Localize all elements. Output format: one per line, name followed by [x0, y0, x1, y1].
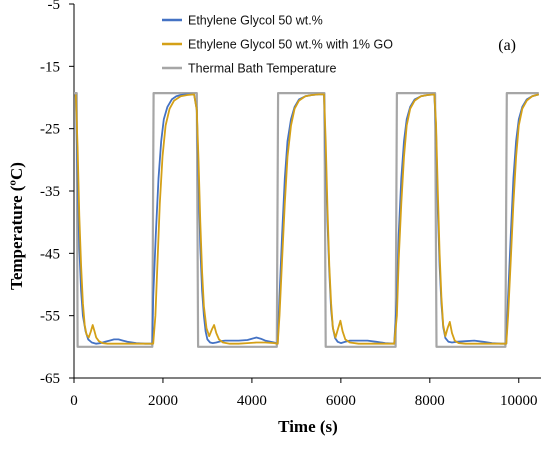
y-tick-label: -45 [40, 246, 60, 262]
y-tick-label: -65 [40, 371, 60, 387]
x-tick-label: 8000 [415, 393, 445, 409]
y-tick-label: -55 [40, 309, 60, 325]
x-tick-label: 10000 [500, 393, 538, 409]
y-tick-label: -15 [40, 59, 60, 75]
y-tick-label: -35 [40, 184, 60, 200]
y-axis-title: Temperature (ºC) [7, 162, 26, 290]
axes-layer: -65 -55 -45 -35 -25 -15 -5 0 2000 4000 6000 8000 100… [40, 0, 541, 409]
x-axis-title: Time (s) [278, 417, 338, 436]
series-line-1 [74, 93, 540, 345]
legend: Ethylene Glycol 50 wt.% Ethylene Glycol 5… [162, 14, 393, 76]
legend-label-3: Thermal Bath Temperature [188, 62, 336, 76]
x-tick-label: 2000 [148, 393, 178, 409]
legend-label-1: Ethylene Glycol 50 wt.% [188, 14, 323, 28]
legend-label-2: Ethylene Glycol 50 wt.% with 1% GO [188, 38, 393, 52]
x-tick-label: 4000 [237, 393, 267, 409]
panel-label: (a) [498, 37, 516, 54]
x-tick-label: 0 [70, 393, 78, 409]
x-tick-label: 6000 [326, 393, 356, 409]
series-line-3 [74, 91, 539, 348]
y-tick-label: -5 [48, 0, 61, 13]
series-layer [74, 91, 540, 348]
y-tick-label: -25 [40, 122, 60, 138]
series-line-2 [74, 93, 540, 345]
